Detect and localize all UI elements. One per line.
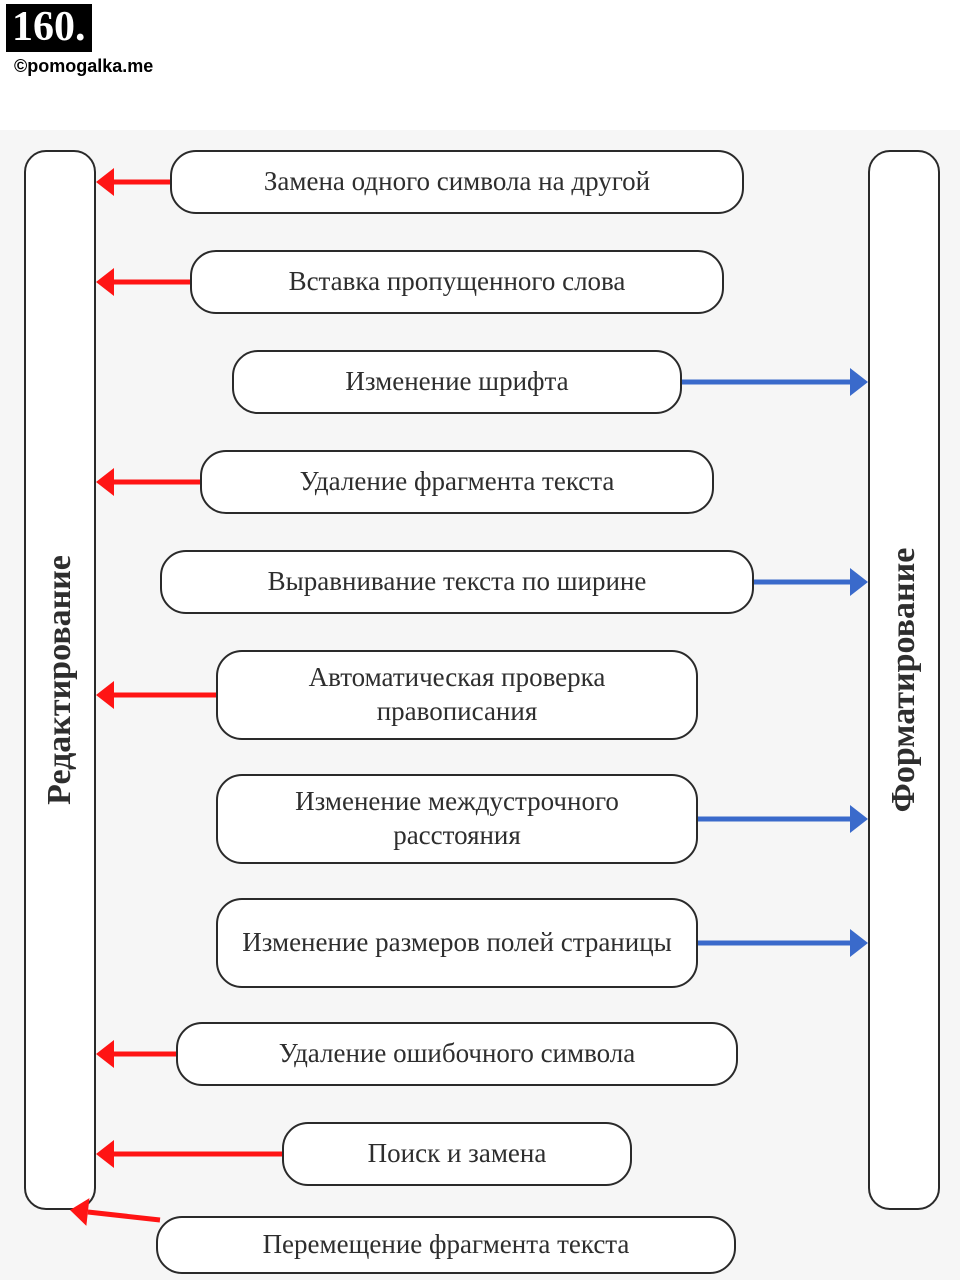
exercise-number-badge: 160. bbox=[6, 4, 92, 52]
operation-item: Поиск и замена bbox=[282, 1122, 632, 1186]
operation-item: Изменение размеров полей страницы bbox=[216, 898, 698, 988]
operation-item: Удаление фрагмента текста bbox=[200, 450, 714, 514]
sorting-diagram: РедактированиеФорматированиеЗамена одног… bbox=[0, 130, 960, 1280]
operation-item: Перемещение фрагмента текста bbox=[156, 1216, 736, 1274]
operation-item: Изменение междустрочного расстояния bbox=[216, 774, 698, 864]
operation-item: Изменение шрифта bbox=[232, 350, 682, 414]
operation-item: Выравнивание текста по ширине bbox=[160, 550, 754, 614]
operation-item: Удаление ошибочного символа bbox=[176, 1022, 738, 1086]
operation-item: Автоматическая проверка правописания bbox=[216, 650, 698, 740]
operation-item: Вставка пропущенного слова bbox=[190, 250, 724, 314]
watermark: ©pomogalka.me bbox=[14, 56, 153, 77]
operation-item: Замена одного символа на другой bbox=[170, 150, 744, 214]
